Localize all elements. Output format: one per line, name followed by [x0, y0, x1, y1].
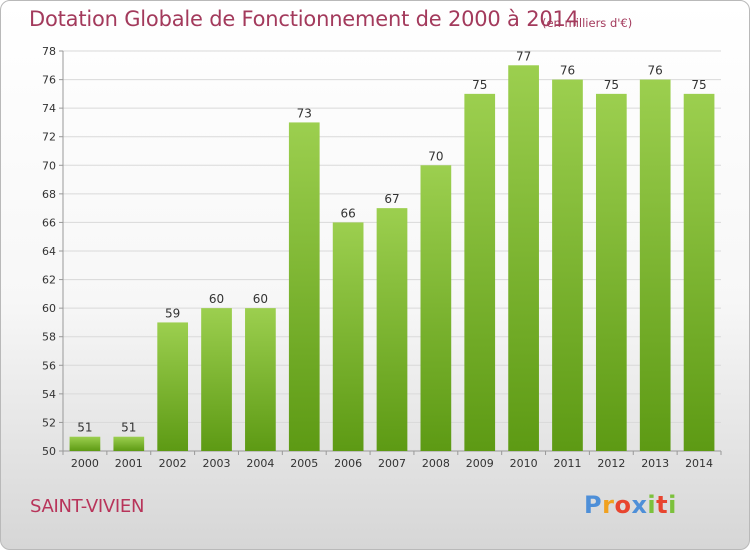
- y-tick-label: 74: [42, 102, 56, 115]
- bar: [552, 79, 583, 452]
- value-label: 75: [604, 78, 619, 92]
- value-label: 76: [648, 64, 663, 78]
- logo-letter: r: [602, 491, 615, 519]
- y-tick-label: 58: [42, 331, 56, 344]
- bars: [69, 65, 715, 452]
- x-tick-label: 2013: [641, 457, 669, 470]
- bar: [332, 222, 364, 451]
- bar: [508, 65, 539, 452]
- bar: [595, 93, 627, 451]
- x-tick-label: 2002: [159, 457, 187, 470]
- logo-letter: P: [584, 491, 603, 519]
- x-tick-label: 2008: [422, 457, 450, 470]
- commune-name: SAINT-VIVIEN: [30, 496, 145, 517]
- y-tick-label: 60: [42, 302, 56, 315]
- bar: [683, 93, 715, 451]
- x-tick-label: 2011: [553, 457, 581, 470]
- chart-title: Dotation Globale de Fonctionnement de 20…: [29, 7, 579, 31]
- y-tick-label: 78: [42, 45, 56, 58]
- bar: [420, 165, 452, 452]
- y-tick-label: 54: [42, 388, 56, 401]
- x-tick-label: 2009: [466, 457, 494, 470]
- logo-letter: i: [668, 491, 677, 519]
- y-tick-label: 64: [42, 245, 56, 258]
- bar: [113, 436, 145, 451]
- chart-subtitle: (en milliers d'€): [542, 16, 633, 30]
- value-label: 73: [297, 106, 312, 120]
- value-label: 51: [77, 421, 92, 435]
- y-tick-label: 72: [42, 131, 56, 144]
- y-tick-label: 62: [42, 274, 56, 287]
- value-label: 66: [340, 206, 355, 220]
- value-label: 67: [384, 192, 399, 206]
- bar: [69, 436, 101, 451]
- x-tick-label: 2001: [115, 457, 143, 470]
- value-label: 60: [253, 292, 268, 306]
- value-label: 60: [209, 292, 224, 306]
- y-tick-label: 56: [42, 359, 56, 372]
- x-tick-label: 2010: [510, 457, 538, 470]
- value-label: 59: [165, 306, 180, 320]
- labels: 50 52 54 56 58 60 62 64 66 68 70 72 74 76 78 2000 51 2001…: [42, 45, 713, 470]
- y-tick-label: 68: [42, 188, 56, 201]
- value-label: 76: [560, 64, 575, 78]
- x-tick-label: 2014: [685, 457, 713, 470]
- bar: [464, 93, 496, 451]
- value-label: 77: [516, 49, 531, 63]
- y-tick-label: 50: [42, 445, 56, 458]
- value-label: 70: [428, 149, 443, 163]
- y-tick-label: 70: [42, 159, 56, 172]
- bar: [376, 208, 408, 451]
- x-tick-label: 2003: [203, 457, 231, 470]
- logo-letter: i: [647, 491, 657, 519]
- logo-letter: o: [614, 491, 632, 519]
- value-label: 75: [691, 78, 706, 92]
- y-tick-label: 66: [42, 216, 56, 229]
- x-tick-label: 2000: [71, 457, 99, 470]
- x-tick-label: 2004: [246, 457, 274, 470]
- x-tick-label: 2006: [334, 457, 362, 470]
- value-label: 75: [472, 78, 487, 92]
- x-tick-label: 2012: [597, 457, 625, 470]
- y-tick-label: 76: [42, 74, 56, 87]
- x-tick-label: 2007: [378, 457, 406, 470]
- bar: [639, 79, 671, 452]
- bar: [245, 308, 276, 451]
- logo-letter: t: [656, 491, 669, 519]
- logo-letter: x: [631, 491, 648, 519]
- value-label: 51: [121, 421, 136, 435]
- y-tick-label: 52: [42, 416, 56, 429]
- proxiti-logo: Proxiti: [584, 491, 677, 519]
- x-tick-label: 2005: [290, 457, 318, 470]
- bar: [157, 322, 189, 451]
- bar: [288, 122, 320, 451]
- bar: [201, 308, 232, 451]
